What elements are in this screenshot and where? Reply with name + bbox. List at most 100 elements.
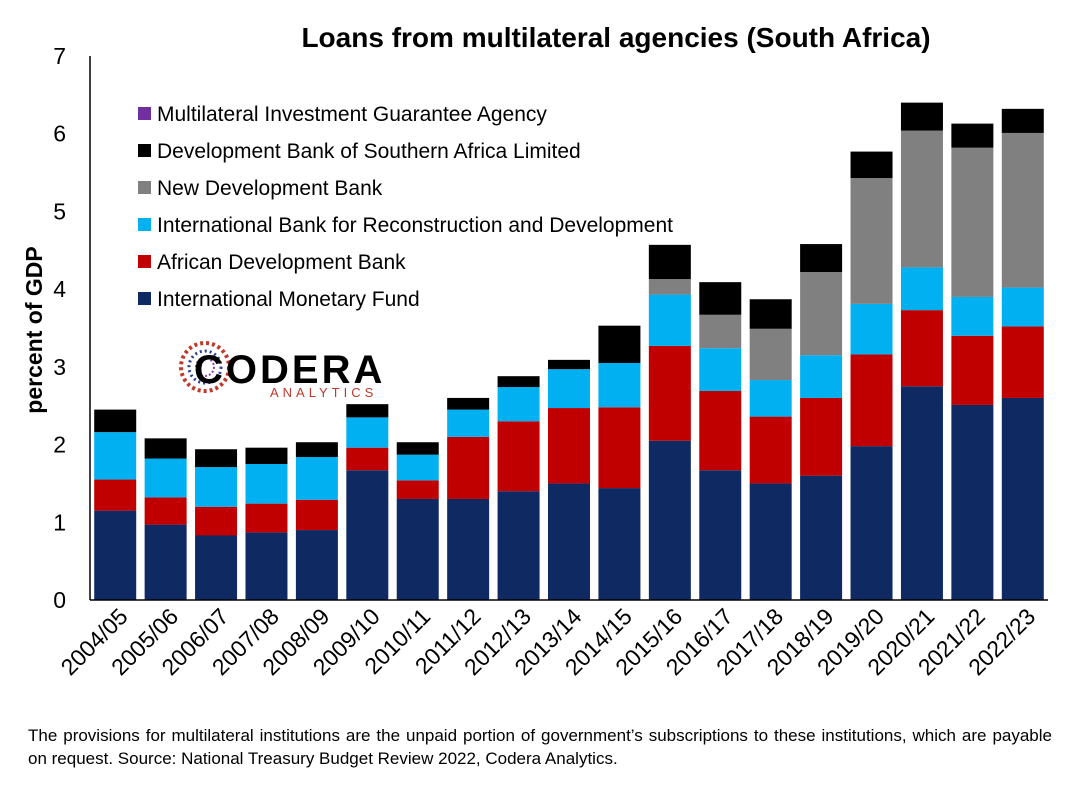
bar-segment [699, 348, 742, 391]
chart: Loans from multilateral agencies (South … [21, 22, 1048, 680]
bar-segment [900, 130, 943, 268]
bar-segment [800, 355, 843, 398]
bar-segment [749, 483, 792, 600]
y-tick-label: 5 [53, 198, 66, 224]
bar-segment [951, 296, 994, 336]
bar-segment [346, 404, 389, 418]
bar-segment [1001, 108, 1044, 133]
bar-segment [598, 325, 641, 363]
bar-segment [749, 416, 792, 484]
bar-segment [548, 408, 590, 484]
bar-segment [951, 147, 994, 297]
bar-segment [850, 446, 893, 600]
bar-segment [346, 447, 389, 471]
bar-segment [850, 303, 893, 355]
bar-segment [951, 335, 994, 405]
bar-segment [447, 397, 490, 410]
bar-stacks [94, 102, 1044, 600]
y-tick-label: 7 [53, 43, 66, 69]
bar-segment [850, 178, 893, 304]
legend-label: International Monetary Fund [157, 288, 420, 311]
bar-segment [1001, 397, 1044, 600]
y-tick-label: 4 [53, 276, 66, 302]
legend-swatch [138, 181, 151, 194]
chart-title: Loans from multilateral agencies (South … [301, 22, 930, 53]
y-tick-label: 0 [53, 587, 66, 613]
bar-segment [497, 491, 540, 600]
bar-segment [195, 467, 238, 507]
bar-segment [144, 524, 187, 600]
bar-segment [699, 314, 742, 349]
bar-segment [648, 345, 691, 441]
bar-segment [548, 359, 590, 370]
bar-segment [648, 279, 691, 295]
footnote: The provisions for multilateral institut… [28, 726, 1052, 768]
logo-subtitle: ANALYTICS [270, 385, 377, 400]
bar-segment [1001, 132, 1044, 288]
legend-label: Multilateral Investment Guarantee Agency [157, 103, 547, 126]
bar-segment [245, 447, 288, 464]
bar-segment [346, 417, 389, 448]
bar-segment [749, 328, 792, 381]
legend-swatch [138, 144, 151, 157]
legend-label: African Development Bank [157, 251, 406, 274]
bar-segment [396, 454, 439, 481]
bar-segment [850, 354, 893, 447]
bar-segment [900, 102, 943, 131]
bar-segment [245, 503, 288, 533]
legend-swatch [138, 292, 151, 305]
bar-segment [144, 438, 187, 459]
bar-segment [800, 272, 843, 356]
bar-segment [497, 421, 540, 492]
legend-label: New Development Bank [157, 177, 383, 200]
y-tick-label: 3 [53, 354, 66, 380]
bar-segment [598, 362, 641, 408]
bar-segment [648, 294, 691, 346]
bar-segment [396, 498, 439, 600]
bar-segment [94, 510, 137, 600]
bar-segment [295, 442, 338, 458]
bar-segment [850, 151, 893, 179]
bar-segment [699, 470, 742, 600]
bar-segment [396, 480, 439, 499]
legend-swatch [138, 255, 151, 268]
bar-segment [699, 390, 742, 471]
bar-segment [497, 387, 540, 422]
bar-segment [951, 404, 994, 600]
x-axis-ticks: 2004/052005/062006/072007/082008/092009/… [56, 603, 1041, 680]
bar-segment [195, 535, 238, 600]
legend-label: International Bank for Reconstruction an… [157, 214, 673, 237]
y-tick-label: 1 [53, 509, 66, 535]
bar-segment [749, 380, 792, 417]
y-tick-label: 2 [53, 432, 66, 458]
bar-segment [144, 497, 187, 525]
bar-segment [447, 436, 490, 499]
bar-segment [598, 407, 641, 489]
y-tick-label: 6 [53, 121, 66, 147]
y-axis-label: percent of GDP [21, 246, 47, 413]
bar-segment [295, 457, 338, 500]
y-axis-ticks: 0 1 2 3 4 5 6 7 [53, 43, 66, 613]
bar-segment [648, 440, 691, 600]
logo-ring-icon [179, 341, 231, 393]
legend-swatch [138, 218, 151, 231]
bar-segment [447, 409, 490, 437]
bar-segment [548, 483, 590, 600]
bar-segment [94, 432, 137, 480]
bar-segment [94, 409, 137, 433]
bar-segment [295, 499, 338, 531]
bar-segment [144, 458, 187, 498]
bar-segment [94, 479, 137, 511]
bar-segment [195, 449, 238, 468]
bar-segment [295, 530, 338, 600]
legend-label: Development Bank of Southern Africa Limi… [157, 140, 581, 163]
bar-segment [800, 397, 843, 476]
codera-logo: CODERA ANALYTICS [179, 341, 385, 400]
logo-name: CODERA [194, 348, 385, 392]
bar-segment [195, 506, 238, 536]
bar-segment [497, 376, 540, 388]
bar-segment [1001, 326, 1044, 398]
bar-segment [699, 282, 742, 315]
legend: Multilateral Investment Guarantee Agency… [138, 103, 673, 311]
bar-segment [900, 267, 943, 311]
